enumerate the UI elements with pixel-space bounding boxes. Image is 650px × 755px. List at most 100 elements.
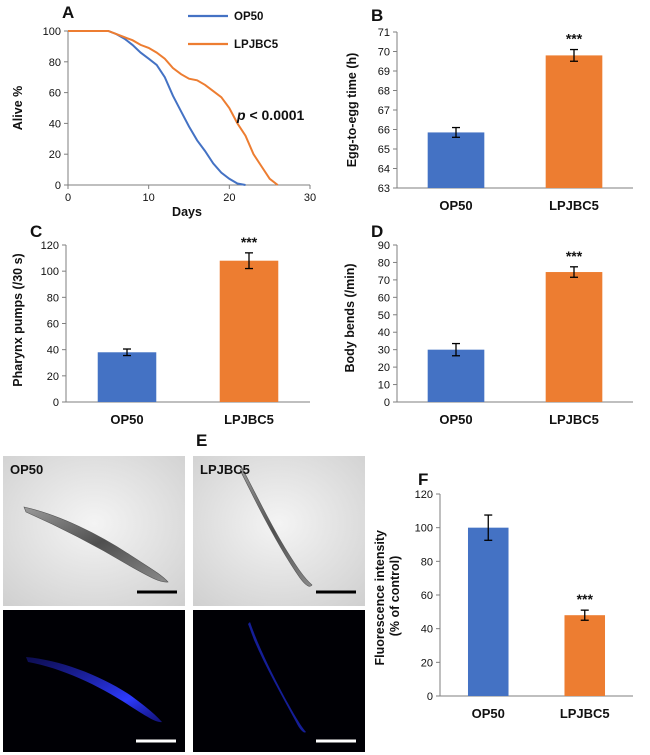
- fluorescent-worm-lpjbc5: [248, 622, 306, 733]
- x-tick-label-a: 20: [223, 192, 235, 204]
- panel-letter-d: D: [371, 222, 383, 241]
- y-tick-label: 66: [378, 125, 390, 137]
- fluorescence-intensity-chart: 0 20 40 60 80 100 120 OP50 LPJBC5 ***: [415, 489, 633, 721]
- y-tick-label: 63: [378, 183, 390, 195]
- y-axis-title-f: Fluorescence intensity (% of control): [373, 527, 402, 666]
- y-tick-label-a: 40: [49, 118, 61, 130]
- y-tick-label: 70: [378, 47, 390, 59]
- category-label-op50: OP50: [110, 412, 143, 427]
- legend-label-lpjbc5: LPJBC5: [234, 39, 279, 51]
- y-tick-label-a: 20: [49, 149, 61, 161]
- worm-shape-op50: [23, 506, 169, 583]
- y-tick-label: 69: [378, 66, 390, 78]
- y-tick-label-a: 0: [55, 180, 61, 192]
- series-line-op50: [68, 30, 246, 186]
- panel-a: A 0 20 40 60 80 100 0 10 20 30 Days Alive % OP50 …: [11, 3, 316, 219]
- category-label-lpjbc5: LPJBC5: [549, 412, 599, 427]
- y-axis-title-b: Egg-to-egg time (h): [345, 53, 359, 168]
- brightfield-image-op50: OP50: [3, 456, 185, 606]
- bar-lpjbc5: [545, 272, 603, 402]
- y-tick-label: 20: [47, 371, 59, 383]
- significance-marker-lpjbc5: ***: [577, 591, 594, 607]
- y-tick-label: 20: [421, 657, 433, 669]
- bar-op50: [97, 352, 157, 402]
- panel-letter-a: A: [62, 3, 74, 22]
- y-tick-label: 120: [415, 489, 433, 501]
- panel-letter-e: E: [196, 431, 207, 450]
- y-axis-title-f-line1: Fluorescence intensity: [373, 530, 387, 666]
- y-tick-label: 68: [378, 86, 390, 98]
- category-label-op50: OP50: [439, 198, 472, 213]
- body-bends-chart: 0 10 20 30 40 50 60 70 80 90 OP50 LPJBC5 ***: [378, 240, 633, 427]
- panel-c: C 0 20 40 60 80 100 120 OP50 LPJBC5 *** Pharynx p…: [11, 222, 310, 427]
- y-tick-label: 60: [421, 590, 433, 602]
- y-tick-label: 90: [378, 240, 390, 252]
- panel-letter-b: B: [371, 6, 383, 25]
- bar-op50: [467, 527, 509, 696]
- bar-op50: [427, 349, 485, 402]
- legend-a: OP50 LPJBC5: [188, 11, 279, 51]
- y-tick-label: 120: [41, 240, 59, 252]
- category-label-op50: OP50: [472, 706, 505, 721]
- y-tick-label: 0: [53, 397, 59, 409]
- y-tick-label: 40: [378, 327, 390, 339]
- image-label-lpjbc5: LPJBC5: [200, 462, 250, 477]
- y-tick-label: 0: [427, 691, 433, 703]
- pharynx-pumps-chart: 0 20 40 60 80 100 120 OP50 LPJBC5 ***: [41, 234, 310, 427]
- category-label-lpjbc5: LPJBC5: [224, 412, 274, 427]
- y-tick-label: 20: [378, 362, 390, 374]
- legend-label-op50: OP50: [234, 11, 263, 23]
- y-tick-label: 50: [378, 310, 390, 322]
- y-tick-label: 70: [378, 275, 390, 287]
- y-tick-label: 0: [384, 397, 390, 409]
- brightfield-image-lpjbc5: LPJBC5: [193, 456, 365, 606]
- image-label-op50: OP50: [10, 462, 43, 477]
- y-tick-label: 100: [415, 523, 433, 535]
- x-tick-label-a: 0: [65, 192, 71, 204]
- y-tick-label: 67: [378, 105, 390, 117]
- y-tick-label: 60: [47, 319, 59, 331]
- y-tick-label: 80: [421, 556, 433, 568]
- x-tick-label-a: 30: [304, 192, 316, 204]
- p-value-text: < 0.0001: [246, 107, 305, 123]
- survival-plot: 0 20 40 60 80 100 0 10 20 30: [43, 26, 316, 204]
- worm-shape-lpjbc5: [239, 467, 313, 587]
- y-axis-title-c: Pharynx pumps (/30 s): [11, 253, 25, 386]
- series-line-lpjbc5: [68, 30, 279, 186]
- panel-d: D 0 10 20 30 40 50 60 70 80 90 OP50 LPJBC5 *** Body …: [343, 222, 633, 427]
- y-tick-label: 40: [47, 345, 59, 357]
- y-tick-label: 60: [378, 292, 390, 304]
- bar-op50: [427, 132, 485, 188]
- x-axis-title-a: Days: [172, 205, 202, 219]
- y-tick-label: 30: [378, 345, 390, 357]
- category-label-op50: OP50: [439, 412, 472, 427]
- fluorescence-image-op50: [3, 610, 185, 752]
- y-axis-title-d: Body bends (/min): [343, 263, 357, 372]
- y-tick-label: 64: [378, 164, 390, 176]
- y-tick-label: 65: [378, 144, 390, 156]
- panel-letter-c: C: [30, 222, 42, 241]
- x-tick-label-a: 10: [143, 192, 155, 204]
- bar-lpjbc5: [564, 615, 606, 696]
- panel-e: E OP50: [3, 431, 365, 752]
- y-tick-label-a: 60: [49, 88, 61, 100]
- bar-lpjbc5: [545, 55, 603, 189]
- y-tick-label-a: 80: [49, 57, 61, 69]
- panel-b: B 63 64 65 66 67 68 69 70 71 OP50 LPJBC5 *** Egg-to…: [345, 6, 633, 213]
- p-value-italic: p: [236, 107, 246, 123]
- y-tick-label: 71: [378, 27, 390, 39]
- panel-f: F 0 20 40 60 80 100 120 OP50 LPJBC5 *** Fluoresce…: [373, 470, 633, 721]
- y-tick-label: 40: [421, 624, 433, 636]
- fluorescent-worm-op50: [26, 657, 162, 723]
- y-tick-label-a: 100: [43, 26, 61, 38]
- category-label-lpjbc5: LPJBC5: [549, 198, 599, 213]
- significance-marker-lpjbc5: ***: [566, 31, 583, 47]
- y-axis-title-f-line2: (% of control): [388, 556, 402, 637]
- panel-letter-f: F: [418, 470, 428, 489]
- y-axis-title-a: Alive %: [11, 86, 25, 130]
- y-tick-label: 80: [47, 292, 59, 304]
- y-tick-label: 100: [41, 266, 59, 278]
- significance-marker-lpjbc5: ***: [241, 234, 258, 250]
- category-label-lpjbc5: LPJBC5: [560, 706, 610, 721]
